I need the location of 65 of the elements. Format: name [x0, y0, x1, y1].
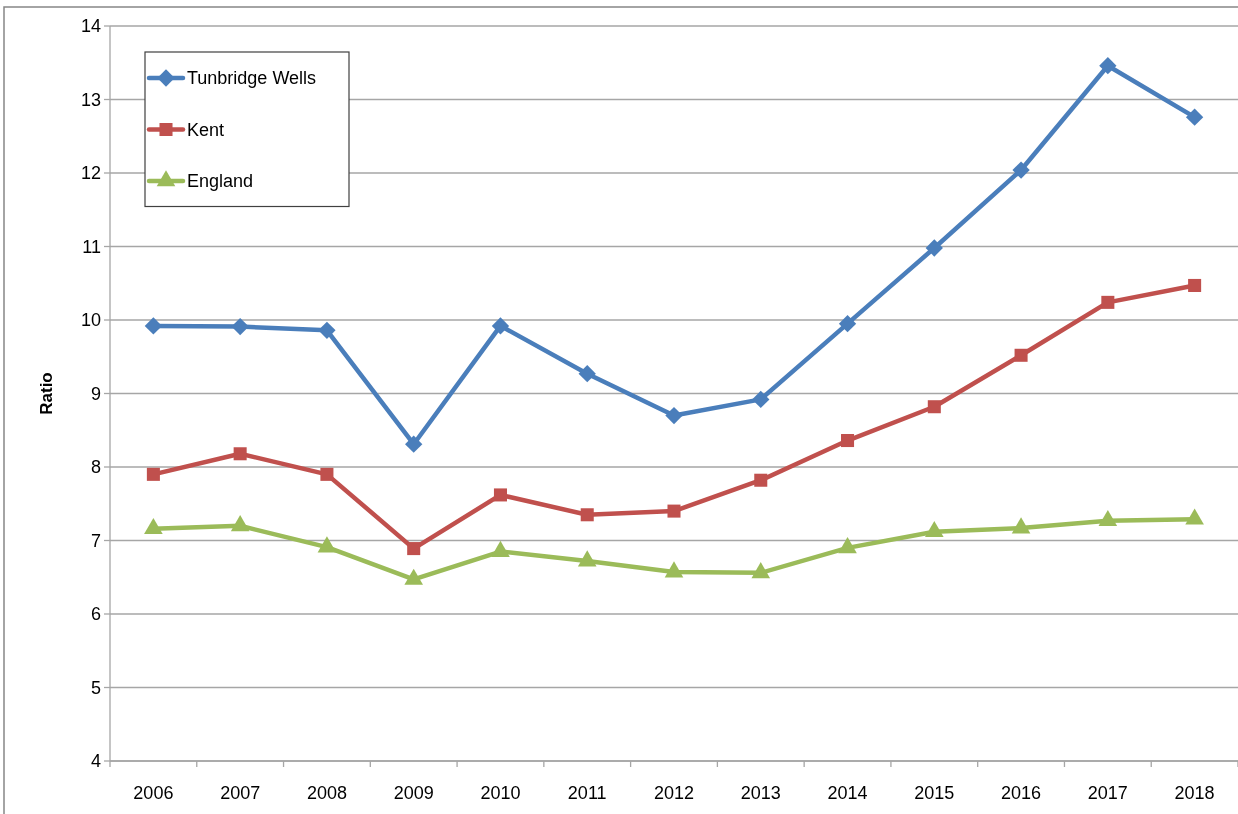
point	[751, 562, 771, 579]
y-tick-label: 11	[82, 236, 101, 257]
point	[838, 315, 857, 333]
x-tick-label: 2018	[1174, 783, 1215, 803]
y-axis-title: Ratio	[37, 372, 56, 415]
point	[146, 467, 160, 481]
point	[1099, 57, 1117, 75]
point	[1101, 295, 1115, 309]
point	[491, 540, 510, 557]
y-tick-label: 8	[90, 457, 101, 478]
point	[1012, 161, 1030, 179]
x-tick-label: 2006	[133, 783, 174, 803]
x-tick-label: 2014	[827, 783, 868, 803]
legend-label: Kent	[187, 119, 225, 140]
point	[752, 390, 770, 409]
point	[577, 550, 597, 567]
point	[491, 317, 510, 335]
point	[925, 520, 944, 538]
legend-label: Tunbridge Wells	[187, 68, 317, 89]
x-tick-label: 2009	[393, 783, 434, 803]
y-tick-label: 13	[80, 89, 101, 110]
point	[841, 434, 855, 448]
point	[754, 473, 768, 487]
point	[404, 568, 423, 585]
point	[1185, 508, 1204, 525]
y-tick-label: 7	[90, 530, 101, 551]
point	[664, 561, 684, 578]
point	[667, 504, 681, 518]
x-tick-label: 2013	[740, 783, 781, 803]
point	[665, 406, 683, 425]
point	[927, 400, 941, 414]
y-tick-label: 4	[90, 751, 101, 772]
x-tick-label: 2010	[480, 783, 521, 803]
point	[578, 364, 596, 383]
y-tick-label: 12	[80, 163, 101, 184]
x-tick-label: 2016	[1001, 783, 1042, 803]
x-tick-label: 2017	[1087, 783, 1128, 803]
point	[318, 321, 336, 339]
point	[580, 508, 594, 522]
y-tick-label: 9	[90, 383, 101, 404]
point	[1011, 517, 1031, 534]
x-tick-label: 2015	[914, 783, 955, 803]
point	[1185, 108, 1204, 126]
y-tick-label: 6	[90, 604, 101, 625]
point	[493, 488, 507, 502]
point	[838, 537, 857, 554]
point	[230, 515, 250, 532]
point	[233, 447, 247, 461]
y-tick-label: 10	[80, 310, 101, 331]
point	[317, 536, 337, 553]
x-tick-label: 2008	[306, 783, 347, 803]
y-tick-label: 5	[90, 677, 101, 698]
point	[144, 517, 163, 535]
point	[231, 317, 249, 336]
point	[1098, 509, 1118, 527]
point	[320, 467, 334, 481]
point	[405, 435, 423, 453]
point	[925, 239, 943, 257]
x-tick-label: 2007	[220, 783, 261, 803]
point	[1014, 348, 1028, 362]
x-tick-label: 2011	[567, 783, 607, 803]
y-tick-label: 14	[80, 16, 101, 37]
point	[1188, 278, 1202, 292]
x-tick-label: 2012	[653, 783, 695, 803]
legend-label: England	[187, 171, 254, 192]
